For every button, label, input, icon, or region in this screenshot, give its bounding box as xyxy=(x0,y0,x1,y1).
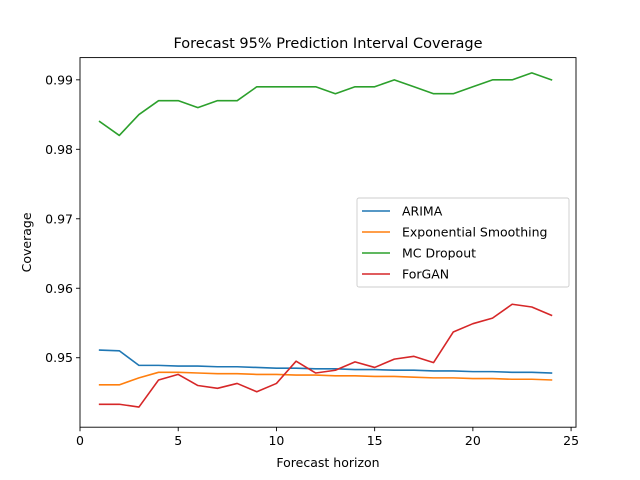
y-tick-label: 0.96 xyxy=(45,281,73,296)
legend-label: MC Dropout xyxy=(402,246,476,261)
series-line-arima xyxy=(98,349,553,374)
x-tick-label: 20 xyxy=(465,433,481,448)
y-axis-label: Coverage xyxy=(19,212,34,272)
y-tick-label: 0.98 xyxy=(45,142,73,157)
plot-frame xyxy=(79,57,577,428)
x-tick-label: 25 xyxy=(563,433,579,448)
legend-label: Exponential Smoothing xyxy=(402,225,547,240)
chart-title: Forecast 95% Prediction Interval Coverag… xyxy=(173,36,482,52)
x-tick-label: 0 xyxy=(76,433,84,448)
y-tick-label: 0.99 xyxy=(45,72,73,87)
series-line-forgan xyxy=(98,303,553,408)
x-tick-label: 15 xyxy=(367,433,383,448)
x-tick-label: 5 xyxy=(174,433,182,448)
x-axis-label: Forecast horizon xyxy=(276,455,379,470)
legend: ARIMA Exponential Smoothing MC Dropout ForG… xyxy=(356,197,570,288)
legend-box xyxy=(356,197,570,288)
series-line-mc-dropout xyxy=(98,72,553,137)
x-axis-ticks: 0 5 10 15 20 25 xyxy=(76,427,579,448)
series-line-exponential-smoothing xyxy=(98,371,553,386)
x-tick-label: 10 xyxy=(268,433,284,448)
y-tick-label: 0.95 xyxy=(45,350,73,365)
y-axis-ticks: 0.95 0.96 0.97 0.98 0.99 xyxy=(45,72,80,365)
y-tick-label: 0.97 xyxy=(45,211,73,226)
plot-lines xyxy=(98,72,553,408)
legend-label: ARIMA xyxy=(402,204,443,219)
legend-label: ForGAN xyxy=(402,267,449,282)
